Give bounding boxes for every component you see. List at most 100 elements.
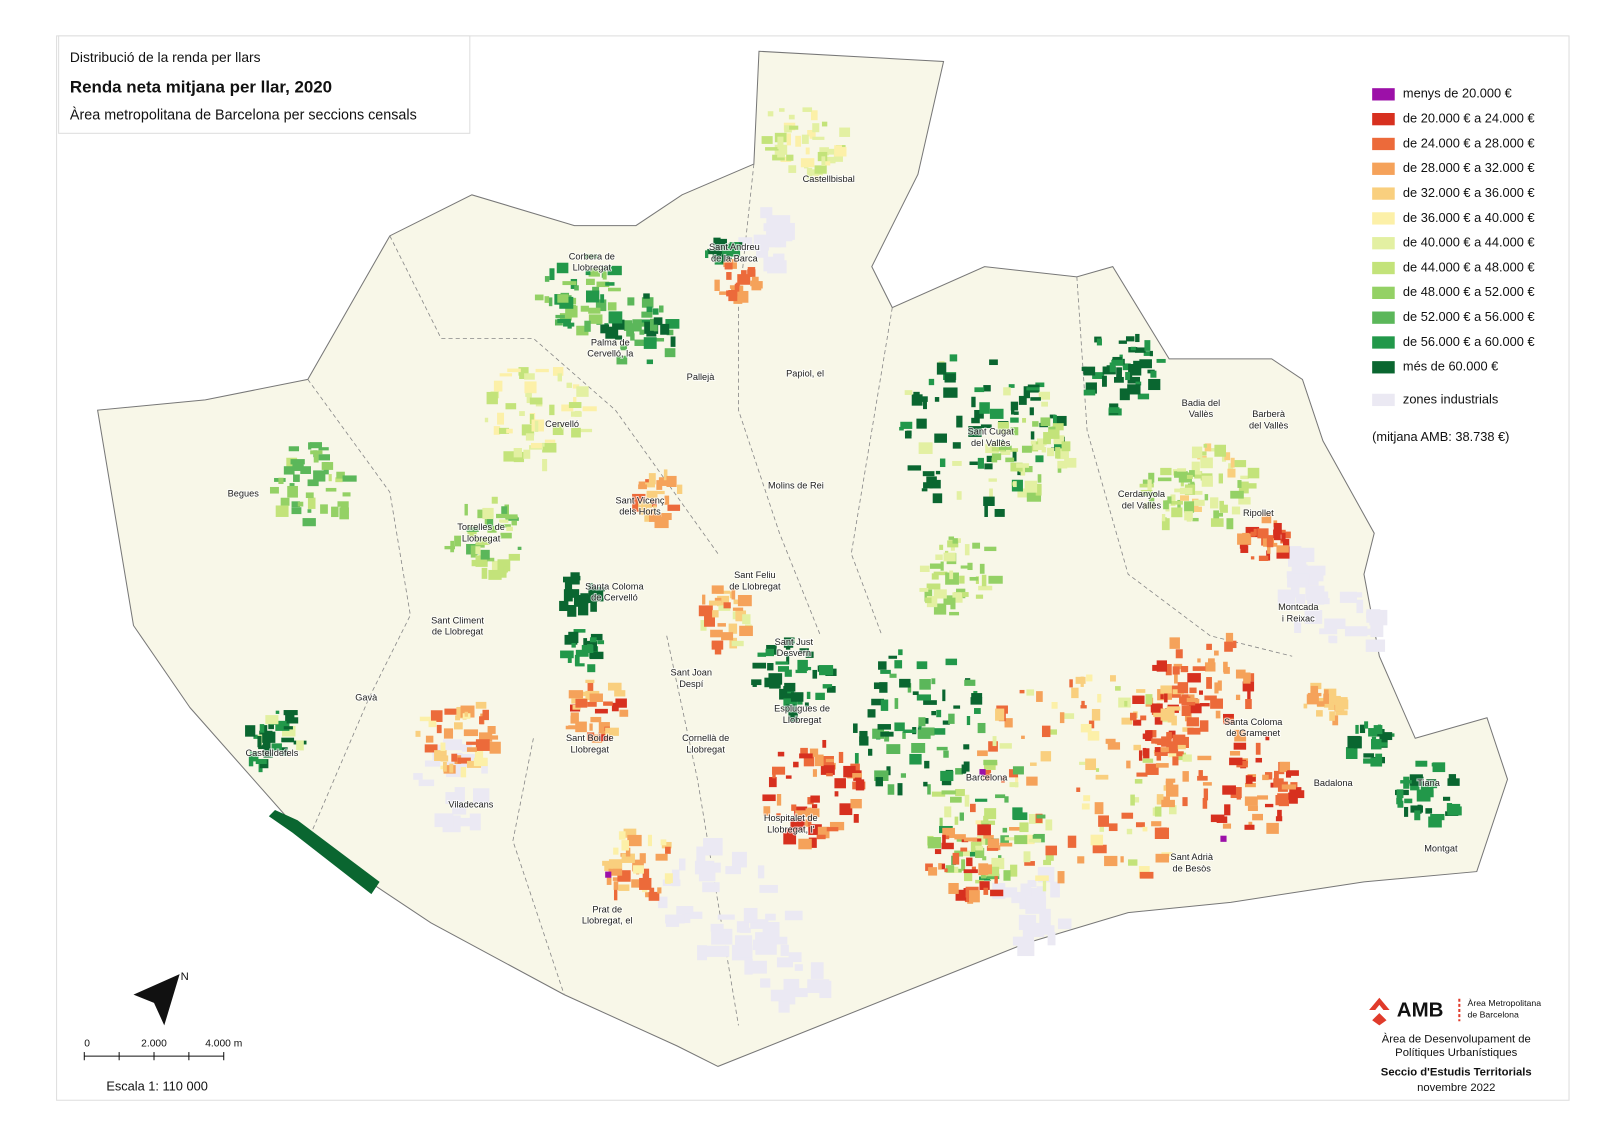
census-section [487,526,497,533]
industrial-zone [794,964,803,971]
census-section [616,355,628,365]
census-section [1164,692,1173,700]
census-section [788,165,797,173]
census-section [935,470,941,475]
industrial-zone [770,989,789,1002]
census-section [489,741,501,754]
census-section [1250,673,1255,682]
census-section [931,573,939,580]
census-section [859,730,868,743]
credit-line: Polítiques Urbanístiques [1395,1047,1517,1059]
census-section [511,520,517,526]
census-section [979,402,990,414]
census-section [1397,800,1404,808]
place-label: Palma de [591,337,630,347]
census-section [1288,792,1298,804]
census-section [430,710,443,722]
industrial-zone [665,914,685,924]
census-section [969,461,978,466]
census-section [819,665,834,676]
census-section [974,409,984,419]
census-section [911,742,926,753]
census-section [1102,366,1116,375]
census-section [820,764,835,775]
place-label: de Cervelló [591,593,638,603]
census-section [570,572,580,585]
census-section [1057,871,1065,884]
census-section [1049,414,1056,419]
census-section [960,847,968,852]
census-section [1448,806,1462,816]
census-section [960,850,971,857]
census-section [1142,733,1150,740]
census-section [980,424,992,429]
census-section [641,311,653,318]
census-section [307,497,316,509]
census-section [1182,754,1192,762]
census-section [938,863,942,870]
census-section [839,803,853,816]
census-section [415,730,421,737]
census-section [1151,738,1161,744]
census-section [972,542,981,549]
industrial-zone [810,962,824,979]
census-section [1235,694,1241,701]
census-section [590,716,602,723]
census-section [723,602,731,609]
north-arrow: N [133,971,189,1026]
industrial-zone [739,927,751,933]
census-section [1247,483,1257,489]
census-section [1081,803,1090,810]
census-section [598,722,610,735]
industrial-zone [418,779,435,787]
census-section [632,319,642,331]
census-section [657,887,662,894]
census-section [786,133,791,146]
census-section [854,753,859,764]
census-section [1379,732,1393,741]
census-section [613,881,619,890]
census-section [1316,701,1325,707]
census-section [625,847,631,857]
place-label: Cervelló [545,419,579,429]
census-section [983,496,995,506]
census-section [974,708,981,714]
census-section [954,834,966,840]
census-section [1258,555,1269,561]
census-section [283,726,293,730]
census-section [556,262,569,274]
census-section [320,504,328,514]
census-section [1277,809,1282,817]
census-section [1004,837,1015,841]
census-section [571,427,581,438]
census-section [1170,501,1183,505]
census-section [944,868,948,873]
census-section [434,750,447,761]
census-section [815,692,825,700]
census-section [1180,666,1189,673]
census-section [1156,660,1168,672]
census-section [1176,751,1184,757]
census-section [926,583,941,590]
census-section [275,505,289,517]
census-section [982,769,992,781]
census-section [588,307,601,314]
place-label: Barberà [1252,409,1286,419]
amb-logo-sub: Àrea Metropolitana [1468,998,1542,1008]
census-section [725,248,738,253]
industrial-zone [753,234,770,251]
census-section [878,661,887,670]
census-section [942,834,946,845]
census-section [801,134,809,144]
census-section [638,481,646,486]
census-section [969,576,979,581]
census-section [1012,481,1017,488]
census-section [1262,774,1269,781]
census-section [1275,816,1283,822]
census-section [761,136,773,144]
census-section [1247,805,1258,812]
census-section [335,477,343,483]
census-section [807,130,813,137]
census-section [1041,401,1048,407]
census-section [1110,675,1116,682]
